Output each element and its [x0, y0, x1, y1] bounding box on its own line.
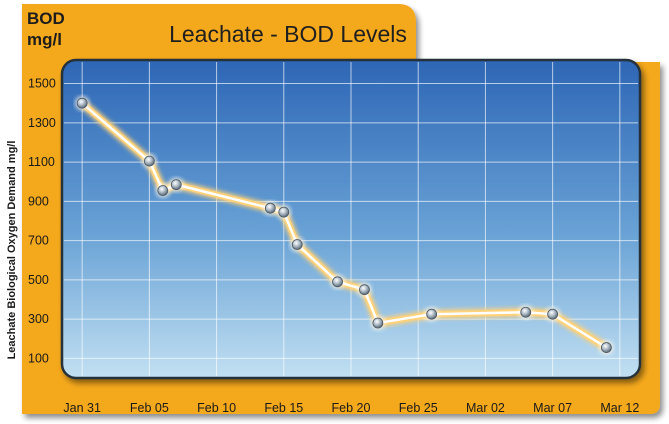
x-tick-label: Feb 10	[197, 401, 236, 415]
data-point	[600, 342, 612, 353]
y-tick-label: 500	[28, 273, 49, 287]
unit-label-mgl: mg/l	[27, 30, 62, 49]
data-point	[278, 206, 290, 218]
y-tick-label: 300	[28, 312, 49, 326]
data-point	[291, 239, 303, 250]
plot-area	[60, 58, 642, 380]
y-axis-ticks: 100 300 500 700 900 1100 1300 1500	[28, 77, 56, 366]
x-axis-ticks: Jan 31 Feb 05 Feb 10 Feb 15 Feb 20 Feb 25 Mar …	[63, 401, 639, 415]
data-point	[359, 284, 370, 296]
x-tick-label: Mar 12	[600, 401, 639, 415]
x-tick-label: Feb 20	[332, 401, 371, 415]
y-tick-label: 1100	[28, 155, 55, 169]
y-tick-label: 1300	[28, 116, 56, 130]
x-tick-label: Mar 07	[533, 401, 572, 415]
x-tick-label: Feb 15	[264, 401, 303, 415]
data-point	[547, 308, 559, 320]
data-point	[170, 179, 182, 191]
series-markers	[74, 95, 614, 356]
y-tick-label: 700	[28, 234, 49, 248]
data-point	[372, 317, 384, 329]
data-point	[332, 276, 343, 288]
x-tick-label: Jan 31	[63, 401, 101, 415]
x-tick-label: Mar 02	[466, 401, 505, 415]
data-point	[157, 185, 169, 196]
grid-lines	[64, 62, 638, 376]
data-point	[76, 97, 88, 109]
data-point	[143, 155, 155, 167]
chart-title: Leachate - BOD Levels	[169, 21, 407, 47]
data-point	[520, 306, 532, 318]
y-tick-label: 100	[28, 351, 49, 365]
y-axis-title: Leachate Biological Oxygen Demand mg/l	[6, 141, 18, 360]
unit-label-bod: BOD	[27, 9, 65, 28]
y-tick-label: 1500	[28, 77, 56, 91]
y-tick-label: 900	[28, 194, 49, 208]
x-tick-label: Feb 25	[399, 401, 438, 415]
data-point	[426, 308, 438, 320]
data-point	[264, 202, 276, 214]
x-tick-label: Feb 05	[130, 401, 169, 415]
